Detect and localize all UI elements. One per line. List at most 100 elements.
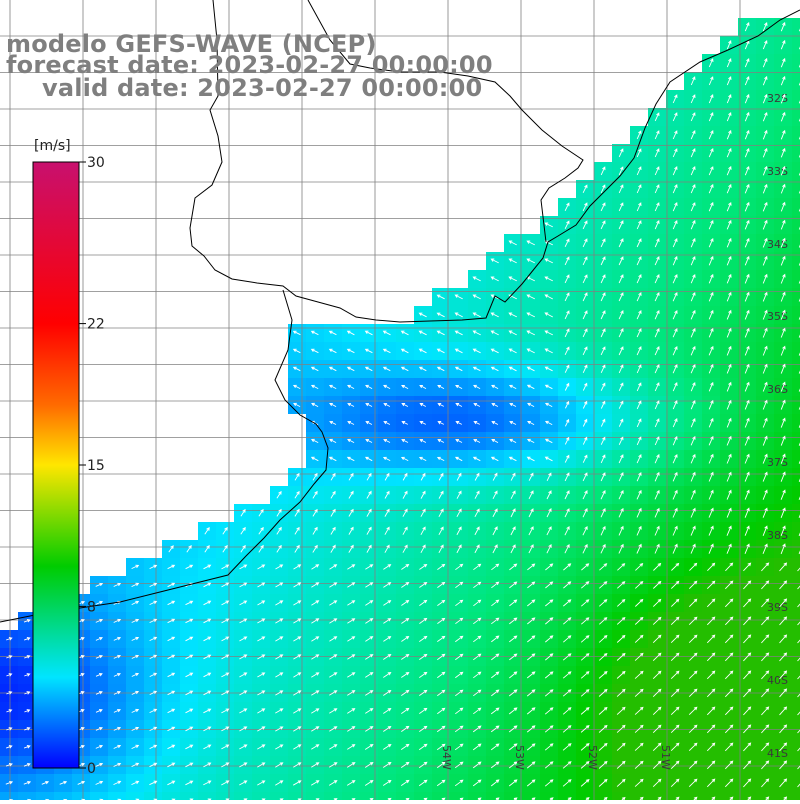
wind-cell (540, 792, 558, 800)
wind-cell (792, 306, 800, 324)
wind-cell (468, 792, 486, 800)
wind-cell (396, 792, 414, 800)
wind-cell (252, 792, 270, 800)
colorbar-tick-label: 22 (87, 317, 105, 333)
latitude-label: 40S (767, 674, 788, 687)
wind-cell (288, 792, 306, 800)
wind-cell (0, 792, 18, 800)
wind-cell (324, 792, 342, 800)
wind-cell (378, 792, 396, 800)
wind-cell (792, 486, 800, 504)
wind-cell (792, 288, 800, 306)
wind-cell (792, 756, 800, 774)
wind-cell (792, 738, 800, 756)
wind-cell (270, 792, 288, 800)
wind-cell (432, 792, 450, 800)
latitude-label: 38S (767, 529, 788, 542)
wind-cell (792, 594, 800, 612)
longitude-label: 51W (659, 745, 672, 770)
wind-cell (792, 774, 800, 792)
wind-cell (792, 54, 800, 72)
wind-cell (792, 504, 800, 522)
wind-cell (792, 540, 800, 558)
wind-speed-field (0, 18, 800, 800)
wind-cell (792, 270, 800, 288)
wind-cell (504, 792, 522, 800)
wind-cell (684, 792, 702, 800)
wind-cell (576, 792, 594, 800)
wind-cell (594, 792, 612, 800)
wind-cell (792, 234, 800, 252)
wind-cell (162, 792, 180, 800)
wind-cell (792, 162, 800, 180)
wind-cell (792, 36, 800, 54)
wind-cell (792, 360, 800, 378)
wind-cell (792, 792, 800, 800)
wind-cell (792, 432, 800, 450)
wind-cell (792, 522, 800, 540)
wind-cell (792, 648, 800, 666)
colorbar: [m/s] 30 22 15 8 0 (0, 120, 120, 780)
wind-cell (198, 792, 216, 800)
wind-cell (792, 396, 800, 414)
wind-cell (648, 792, 666, 800)
wind-cell (18, 792, 36, 800)
wind-cell (414, 792, 432, 800)
colorbar-tick-label: 0 (87, 761, 96, 777)
wind-cell (792, 612, 800, 630)
wind-cell (792, 558, 800, 576)
title-valid-date: valid date: 2023-02-27 00:00:00 (42, 76, 482, 100)
wind-cell (450, 792, 468, 800)
wind-cell (90, 792, 108, 800)
longitude-label: 54W (440, 745, 453, 770)
wind-cell (792, 378, 800, 396)
wind-cell (792, 342, 800, 360)
wind-cell (792, 180, 800, 198)
wind-cell (216, 792, 234, 800)
wind-cell (612, 792, 630, 800)
wind-cell (54, 792, 72, 800)
wind-cell (792, 414, 800, 432)
wind-cell (792, 720, 800, 738)
wind-cell (792, 324, 800, 342)
wind-cell (792, 468, 800, 486)
wind-cell (774, 792, 792, 800)
latitude-label: 37S (767, 456, 788, 469)
wind-cell (306, 792, 324, 800)
wind-cell (144, 792, 162, 800)
wind-cell (792, 702, 800, 720)
wind-cell (36, 792, 54, 800)
latitude-label: 41S (767, 747, 788, 760)
wind-cell (108, 792, 126, 800)
wind-cell (630, 792, 648, 800)
latitude-label: 32S (767, 92, 788, 105)
wind-cell (234, 792, 252, 800)
longitude-label: 53W (513, 745, 526, 770)
longitude-label: 52W (586, 745, 599, 770)
wind-cell (792, 18, 800, 36)
wind-cell (558, 792, 576, 800)
wind-cell (792, 630, 800, 648)
wind-cell (738, 792, 756, 800)
wind-cell (792, 144, 800, 162)
latitude-label: 39S (767, 601, 788, 614)
colorbar-tick-label: 15 (87, 458, 105, 474)
wind-cell (720, 792, 738, 800)
wind-cell (792, 198, 800, 216)
wind-cell (792, 108, 800, 126)
wind-cell (792, 126, 800, 144)
wind-cell (522, 792, 540, 800)
colorbar-tick-label: 30 (87, 155, 105, 171)
colorbar-tick-label: 8 (87, 599, 96, 615)
wind-cell (702, 792, 720, 800)
wind-cell (126, 792, 144, 800)
colorbar-unit: [m/s] (34, 138, 71, 154)
wind-cell (180, 792, 198, 800)
wind-cell (666, 792, 684, 800)
wind-cell (792, 576, 800, 594)
wind-cell (792, 90, 800, 108)
wind-cell (342, 792, 360, 800)
wind-cell (486, 792, 504, 800)
